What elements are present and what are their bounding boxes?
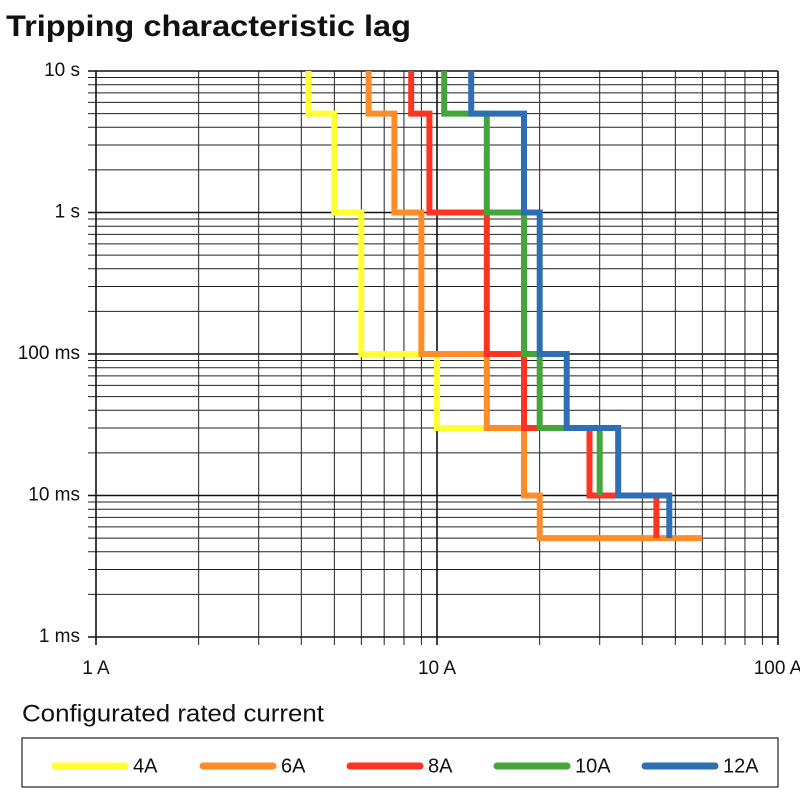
y-tick-label: 100 ms: [18, 343, 80, 364]
x-tick-label: 100 A: [754, 658, 800, 679]
legend-label: 4A: [133, 755, 158, 777]
chart-title: Tripping characteristic lag: [6, 10, 411, 43]
legend-label: 10A: [575, 755, 611, 777]
y-tick-label: 1 ms: [39, 626, 80, 647]
y-tick-label: 10 ms: [28, 485, 80, 506]
legend-box: [21, 737, 779, 788]
y-tick-label: 10 s: [44, 60, 80, 81]
series-line: [365, 71, 703, 542]
x-tick-label: 10 A: [418, 658, 456, 679]
series-line: [305, 71, 487, 431]
legend-label: 6A: [281, 755, 306, 777]
series-line: [468, 71, 673, 539]
y-tick-label: 1 s: [55, 202, 80, 223]
legend-label: 8A: [428, 755, 453, 777]
legend-title: Configurated rated current: [22, 700, 324, 727]
legend-label: 12A: [723, 755, 759, 777]
x-tick-label: 1 A: [82, 658, 110, 679]
